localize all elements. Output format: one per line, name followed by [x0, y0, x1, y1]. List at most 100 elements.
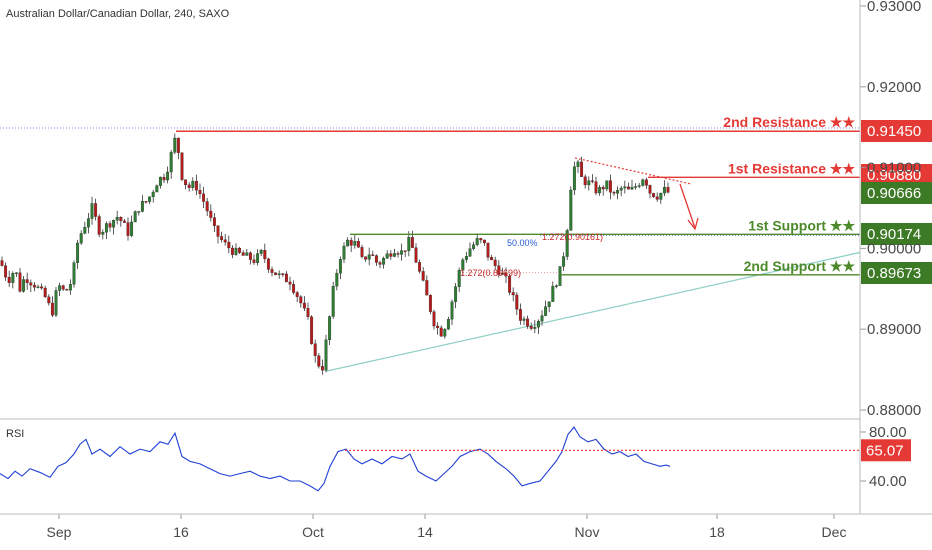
candle-body [396, 253, 400, 255]
candle-body [133, 211, 137, 223]
price-badge [861, 182, 932, 204]
candle-body [533, 326, 537, 329]
candle-body [662, 186, 666, 194]
candle-body [313, 343, 317, 356]
candle-body [616, 190, 620, 194]
price-tick-label: 0.92000 [867, 79, 921, 96]
candle-body [353, 241, 357, 246]
candle-body [648, 185, 652, 194]
candle-body [18, 272, 22, 292]
candle-body [475, 238, 479, 245]
candle-body [623, 186, 627, 189]
candle-body [436, 325, 440, 328]
candle-body [306, 308, 310, 317]
candle-body [414, 247, 418, 263]
candle-body [454, 286, 458, 302]
candle-body [148, 196, 152, 202]
candle-body [310, 316, 314, 344]
candle-body [536, 320, 540, 328]
candle-body [180, 152, 184, 180]
candle-body [544, 306, 548, 316]
candle-body [151, 191, 155, 197]
candle-body [112, 220, 116, 228]
candle-body [392, 253, 396, 257]
candle-body [644, 179, 648, 186]
candle-body [263, 250, 267, 260]
candle-body [126, 222, 130, 236]
candle-body [529, 326, 533, 329]
candle-body [540, 315, 544, 322]
candle-body [461, 259, 465, 271]
candle-body [281, 273, 285, 275]
candle-body [277, 273, 281, 275]
candle-body [511, 292, 515, 296]
candle-body [130, 221, 134, 236]
rsi-threshold-badge [861, 439, 911, 462]
candle-body [86, 218, 90, 228]
candle-body [421, 271, 425, 281]
candle-body [205, 201, 209, 212]
candle-body [320, 366, 324, 371]
candle-body [637, 185, 641, 187]
candle-body [482, 239, 486, 244]
candle-body [191, 180, 195, 188]
candle-body [302, 302, 306, 309]
candle-body [634, 186, 638, 188]
rsi-title: RSI [6, 428, 24, 440]
candle-body [166, 171, 170, 181]
candle-body [515, 294, 519, 310]
candle-body [140, 201, 144, 212]
candle-body [47, 296, 51, 304]
candle-body [97, 216, 101, 235]
candle-body [230, 247, 234, 255]
candle-body [216, 225, 220, 237]
candle-body [659, 192, 663, 200]
price-badge-text: 0.91450 [867, 123, 921, 140]
candle-body [608, 180, 612, 193]
candle-body [241, 252, 245, 256]
candle-body [0, 260, 4, 266]
candle-body [328, 316, 332, 341]
candle-body [248, 252, 252, 260]
candle-body [432, 311, 436, 327]
candle-body [331, 286, 335, 317]
candle-body [468, 248, 472, 257]
candle-body [25, 279, 29, 283]
candle-body [115, 217, 119, 221]
candle-body [83, 227, 87, 234]
candle-body [72, 262, 76, 285]
candle-body [389, 253, 393, 257]
candle-body [666, 186, 670, 193]
candle-body [36, 286, 40, 288]
candle-body [22, 279, 26, 292]
candle-body [54, 290, 58, 316]
candle-body [504, 273, 508, 277]
candle-body [61, 285, 65, 290]
chart-title: Australian Dollar/Canadian Dollar, 240, … [6, 8, 230, 20]
candle-body [29, 282, 33, 286]
candle-body [202, 193, 206, 202]
candle-body [655, 196, 659, 200]
candle-body [364, 256, 368, 260]
candle-body [227, 241, 231, 249]
candle-body [238, 247, 242, 253]
candle-body [209, 210, 213, 218]
candle-body [439, 327, 443, 337]
candle-body [266, 258, 270, 270]
candle-body [14, 272, 18, 274]
candle-body [547, 301, 551, 307]
price-badge [861, 223, 932, 245]
rsi-layer: 65.07 [0, 426, 911, 492]
candle-body [500, 273, 504, 275]
candle-body [407, 237, 411, 251]
candle-body [565, 230, 569, 257]
candle-body [274, 272, 278, 275]
level-label: 2nd Support ★★ [744, 258, 856, 274]
candle-body [508, 276, 512, 293]
x-tick-label: 14 [417, 524, 433, 540]
candle-body [572, 166, 576, 191]
candle-body [11, 273, 15, 283]
candle-body [176, 137, 180, 153]
candle-body [490, 257, 494, 261]
candle-body [652, 193, 656, 197]
